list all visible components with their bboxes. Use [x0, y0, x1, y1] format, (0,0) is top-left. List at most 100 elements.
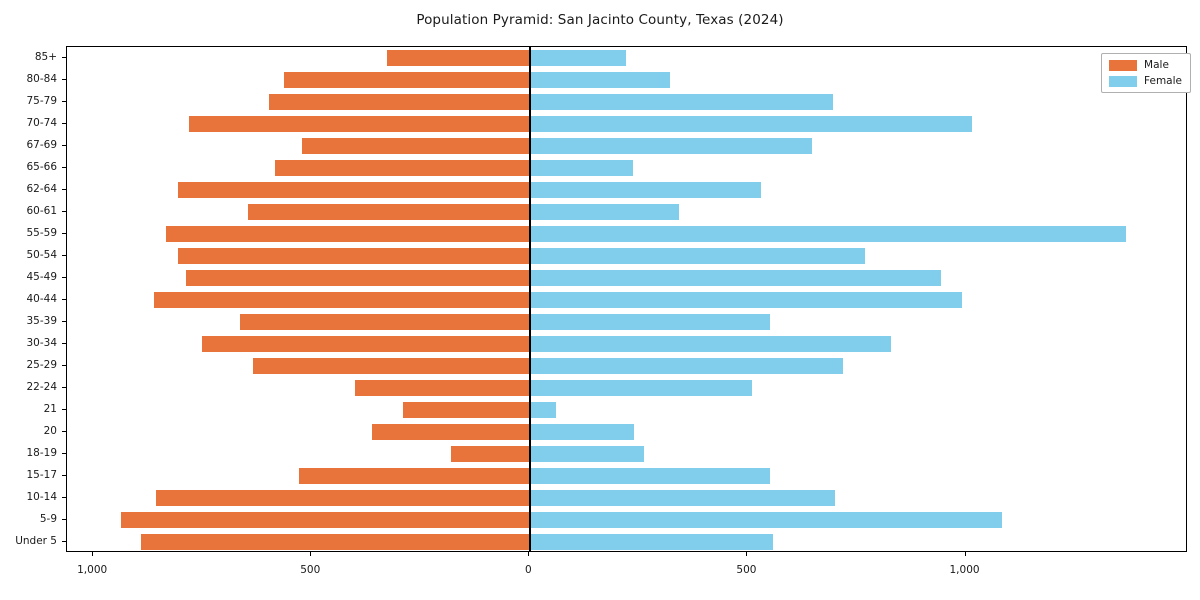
bar-female	[529, 116, 972, 132]
zero-axis-line	[529, 47, 531, 551]
bar-male	[354, 380, 530, 396]
bar-group	[67, 490, 1186, 506]
bar-group	[67, 204, 1186, 220]
bar-female	[529, 336, 891, 352]
chart-legend: Male Female	[1101, 53, 1191, 93]
bar-group	[67, 72, 1186, 88]
y-tick-mark	[62, 145, 66, 146]
bar-female	[529, 446, 645, 462]
bar-male	[166, 226, 530, 242]
bar-female	[529, 512, 1003, 528]
bar-female	[529, 94, 834, 110]
bar-male	[188, 116, 530, 132]
y-tick-label: 55-59	[26, 227, 57, 239]
bar-male	[120, 512, 530, 528]
y-tick-mark	[62, 189, 66, 190]
bar-group	[67, 94, 1186, 110]
x-tick-label: 1,000	[77, 564, 108, 576]
bar-group	[67, 248, 1186, 264]
x-tick-label: 500	[300, 564, 321, 576]
bar-group	[67, 358, 1186, 374]
bar-male	[178, 182, 530, 198]
bar-male	[154, 292, 530, 308]
y-tick-label: 22-24	[26, 381, 57, 393]
y-tick-label: Under 5	[15, 535, 57, 547]
y-tick-label: 45-49	[26, 271, 57, 283]
bar-group	[67, 468, 1186, 484]
bar-male	[178, 248, 530, 264]
bar-female	[529, 424, 635, 440]
bar-female	[529, 358, 844, 374]
bar-group	[67, 160, 1186, 176]
y-tick-mark	[62, 541, 66, 542]
bar-male	[202, 336, 530, 352]
y-tick-mark	[62, 123, 66, 124]
bar-female	[529, 182, 762, 198]
bar-group	[67, 534, 1186, 550]
bar-group	[67, 226, 1186, 242]
bar-female	[529, 226, 1127, 242]
bar-male	[387, 50, 530, 66]
bar-group	[67, 270, 1186, 286]
bar-male	[268, 94, 530, 110]
y-tick-mark	[62, 453, 66, 454]
bar-group	[67, 50, 1186, 66]
bar-group	[67, 512, 1186, 528]
bar-female	[529, 380, 752, 396]
bar-male	[253, 358, 530, 374]
y-tick-label: 5-9	[39, 513, 57, 525]
x-tick-label: 1,000	[949, 564, 980, 576]
bar-female	[529, 270, 941, 286]
bar-female	[529, 72, 670, 88]
y-tick-label: 50-54	[26, 249, 57, 261]
legend-label: Male	[1144, 59, 1169, 71]
bars-layer	[67, 47, 1186, 551]
chart-title: Population Pyramid: San Jacinto County, …	[416, 12, 784, 28]
bar-female	[529, 292, 963, 308]
bar-female	[529, 160, 634, 176]
y-tick-label: 30-34	[26, 337, 57, 349]
legend-entry-male: Male	[1109, 59, 1182, 71]
bar-female	[529, 50, 627, 66]
y-tick-mark	[62, 497, 66, 498]
bar-male	[298, 468, 530, 484]
bar-female	[529, 534, 774, 550]
x-tick-mark	[528, 552, 530, 556]
y-tick-label: 40-44	[26, 293, 57, 305]
bar-group	[67, 402, 1186, 418]
legend-swatch	[1109, 75, 1138, 87]
y-tick-mark	[62, 475, 66, 476]
bar-male	[141, 534, 530, 550]
bar-group	[67, 446, 1186, 462]
y-tick-label: 80-84	[26, 73, 57, 85]
y-tick-label: 18-19	[26, 447, 57, 459]
y-tick-mark	[62, 409, 66, 410]
bar-male	[302, 138, 530, 154]
bar-group	[67, 292, 1186, 308]
y-tick-label: 62-64	[26, 183, 57, 195]
bar-male	[240, 314, 530, 330]
x-tick-mark	[92, 552, 94, 556]
y-tick-label: 10-14	[26, 491, 57, 503]
bar-female	[529, 138, 812, 154]
bar-male	[451, 446, 530, 462]
y-tick-mark	[62, 299, 66, 300]
bar-female	[529, 248, 866, 264]
y-tick-label: 15-17	[26, 469, 57, 481]
bar-female	[529, 204, 679, 220]
y-tick-label: 25-29	[26, 359, 57, 371]
y-tick-label: 65-66	[26, 161, 57, 173]
bar-female	[529, 468, 770, 484]
y-tick-mark	[62, 365, 66, 366]
y-tick-mark	[62, 101, 66, 102]
y-tick-label: 60-61	[26, 205, 57, 217]
bar-male	[275, 160, 530, 176]
y-tick-mark	[62, 79, 66, 80]
y-tick-label: 85+	[34, 51, 57, 63]
x-tick-label: 500	[736, 564, 757, 576]
bar-female	[529, 490, 835, 506]
y-tick-label: 67-69	[26, 139, 57, 151]
x-tick-mark	[964, 552, 966, 556]
y-tick-mark	[62, 57, 66, 58]
bar-female	[529, 402, 556, 418]
